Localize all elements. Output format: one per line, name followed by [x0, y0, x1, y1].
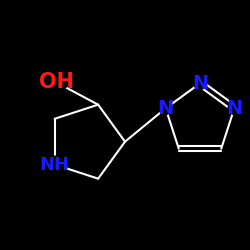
Text: OH: OH	[39, 72, 74, 92]
Ellipse shape	[194, 77, 206, 90]
Ellipse shape	[228, 102, 240, 115]
Ellipse shape	[160, 102, 172, 115]
Text: N: N	[192, 74, 208, 93]
Ellipse shape	[45, 74, 68, 91]
Text: NH: NH	[40, 156, 70, 174]
Text: N: N	[158, 99, 174, 118]
Text: N: N	[226, 99, 242, 118]
Ellipse shape	[44, 156, 66, 173]
